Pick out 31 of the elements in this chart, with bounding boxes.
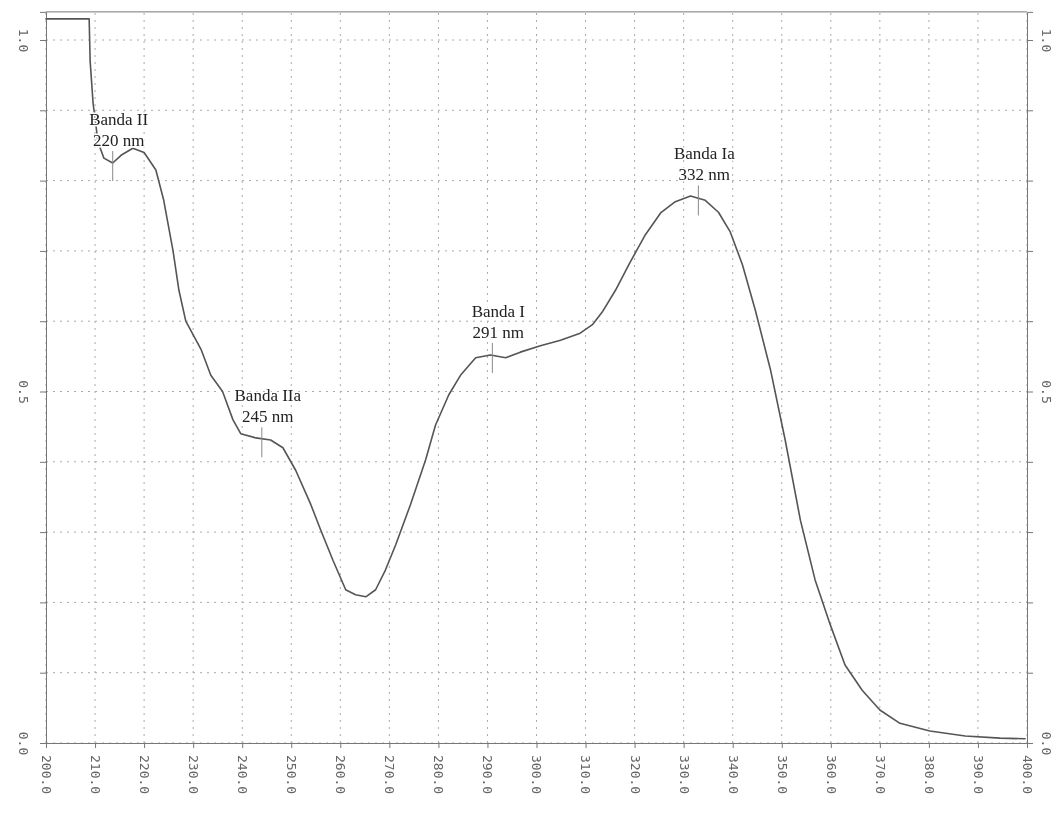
x-tick-label: 400.0 xyxy=(1019,755,1035,795)
annotation: Banda IIa 245 nm xyxy=(234,386,302,427)
x-tick-label: 300.0 xyxy=(529,755,545,795)
y2-tick-label: 1.0 xyxy=(1039,28,1055,53)
x-tick-label: 310.0 xyxy=(578,755,594,795)
annotation: Banda I 291 nm xyxy=(471,301,526,342)
x-tick-label: 260.0 xyxy=(333,755,349,795)
x-tick-label: 200.0 xyxy=(38,755,54,795)
line-series xyxy=(45,18,1026,740)
x-tick-label: 390.0 xyxy=(970,755,986,795)
y2-tick-label: 0.5 xyxy=(1039,380,1055,404)
x-tick-label: 270.0 xyxy=(382,755,398,795)
x-tick-label: 250.0 xyxy=(284,755,300,795)
y2-tick-label: 0.0 xyxy=(1039,731,1055,756)
y-tick-label: 0.5 xyxy=(16,380,32,404)
x-tick-label: 220.0 xyxy=(137,755,153,795)
x-tick-label: 280.0 xyxy=(431,755,447,795)
x-tick-label: 240.0 xyxy=(235,755,251,795)
y-tick-label: 1.0 xyxy=(16,28,32,53)
x-tick-label: 370.0 xyxy=(872,755,888,795)
x-tick-label: 330.0 xyxy=(676,755,692,795)
x-tick-label: 380.0 xyxy=(921,755,937,795)
y-tick-label: 0.0 xyxy=(16,731,32,756)
annotation: Banda Ia 332 nm xyxy=(673,144,736,185)
x-tick-label: 350.0 xyxy=(774,755,790,795)
x-tick-label: 340.0 xyxy=(725,755,741,795)
x-tick-label: 230.0 xyxy=(186,755,202,795)
x-tick-label: 320.0 xyxy=(627,755,643,795)
x-tick-label: 290.0 xyxy=(480,755,496,795)
x-tick-label: 210.0 xyxy=(88,755,103,795)
x-tick-label: 360.0 xyxy=(823,755,839,795)
